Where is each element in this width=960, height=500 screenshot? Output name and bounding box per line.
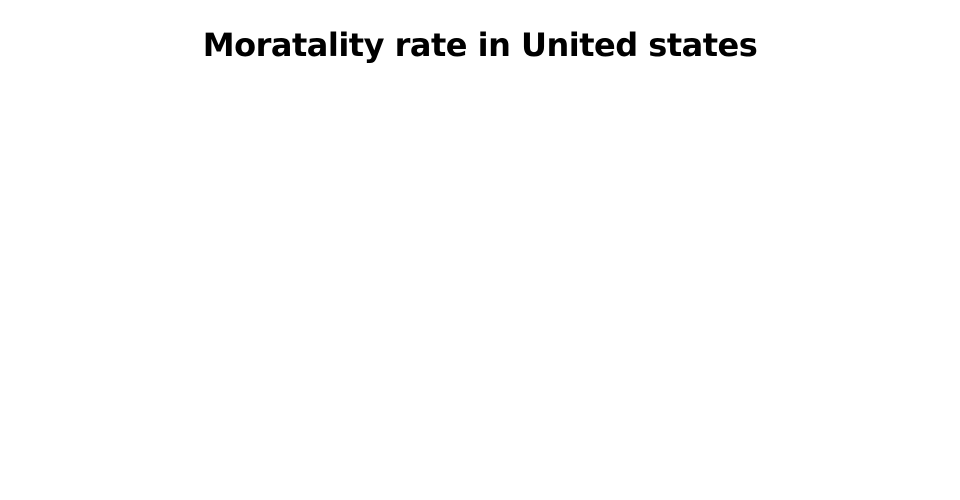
chart-title: Moratality rate in United states <box>202 26 758 64</box>
plot-area <box>0 90 960 500</box>
